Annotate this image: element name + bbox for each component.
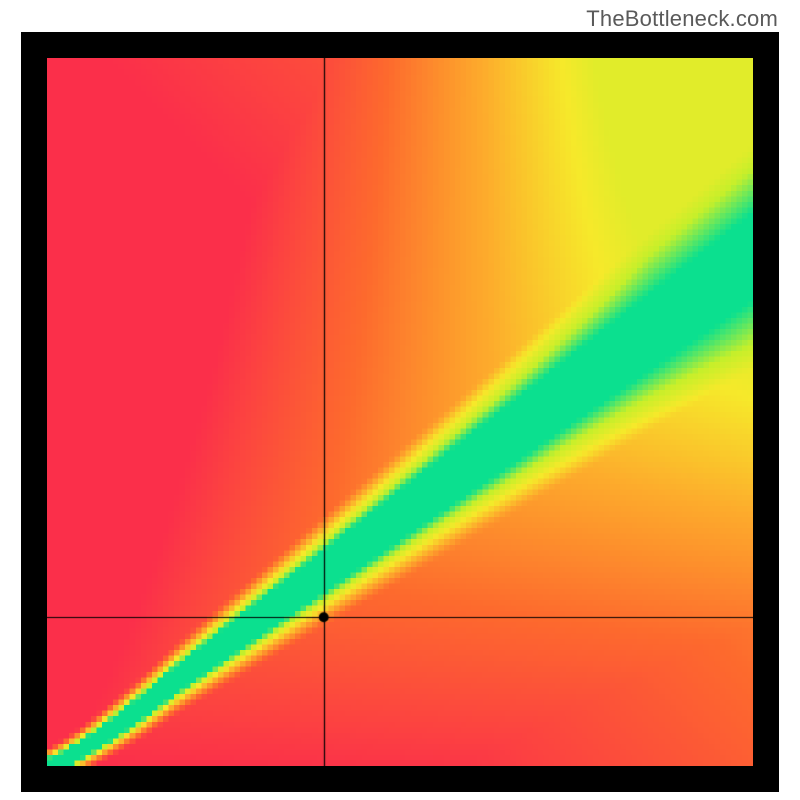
crosshair-overlay (47, 58, 753, 766)
plot-outer-frame (21, 32, 779, 792)
chart-container: TheBottleneck.com (0, 0, 800, 800)
watermark-text: TheBottleneck.com (586, 6, 778, 32)
plot-area (47, 58, 753, 766)
